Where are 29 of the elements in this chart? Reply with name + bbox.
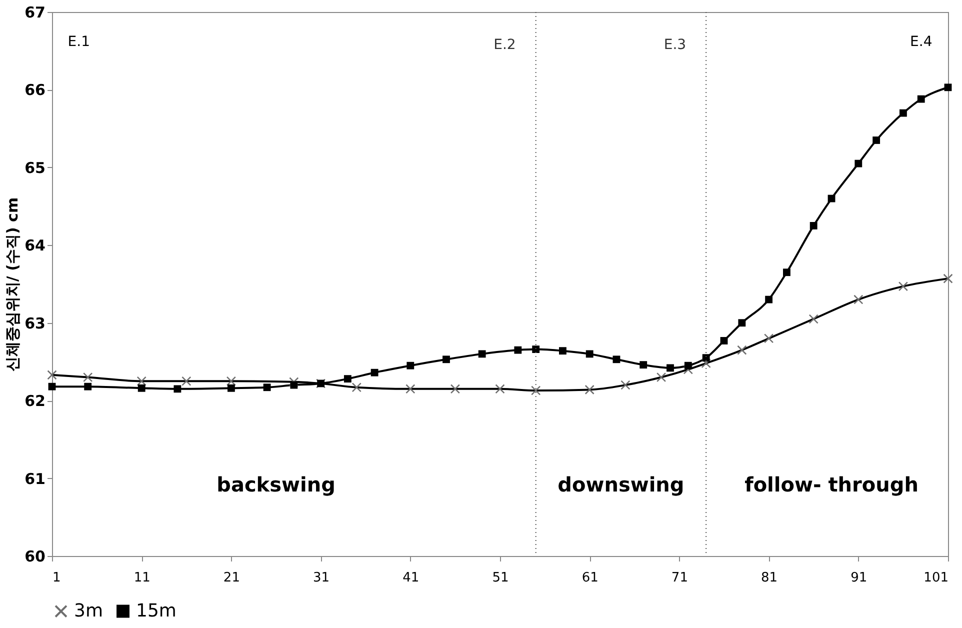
y-tick-label: 62 (24, 392, 46, 410)
x-tick-label: 101 (924, 570, 948, 586)
x-tick-label: 61 (582, 570, 598, 586)
y-tick-label: 63 (24, 314, 46, 332)
y-axis-title: 신체중심위치/ (수직) cm (4, 197, 22, 372)
annotation: backswing (216, 472, 336, 496)
y-tick-label: 65 (24, 158, 46, 177)
x-tick-label: 91 (850, 570, 868, 586)
annotation: follow- through (744, 472, 918, 496)
legend-label: 3m (74, 600, 103, 622)
x-tick-label: 41 (402, 570, 420, 586)
y-tick-label: 60 (24, 548, 46, 566)
legend-label: 15m (136, 600, 176, 622)
y-tick-label: 61 (24, 470, 46, 488)
annotation: E.1 (68, 34, 90, 50)
x-tick-label: 1 (52, 570, 61, 586)
annotation: downswing (558, 472, 684, 496)
x-tick-label: 11 (134, 570, 150, 586)
ref-line-label: E.2 (494, 37, 516, 53)
y-tick-label: 67 (24, 4, 46, 22)
ref-line-label: E.3 (664, 37, 686, 53)
x-tick-label: 31 (313, 570, 330, 586)
x-tick-label: 71 (671, 570, 688, 586)
x-tick-label: 51 (492, 570, 509, 586)
x-tick-label: 21 (223, 570, 240, 586)
y-tick-label: 64 (24, 236, 46, 255)
y-tick-label: 66 (24, 81, 46, 100)
annotation: E.4 (910, 34, 932, 50)
x-tick-label: 81 (761, 570, 778, 586)
